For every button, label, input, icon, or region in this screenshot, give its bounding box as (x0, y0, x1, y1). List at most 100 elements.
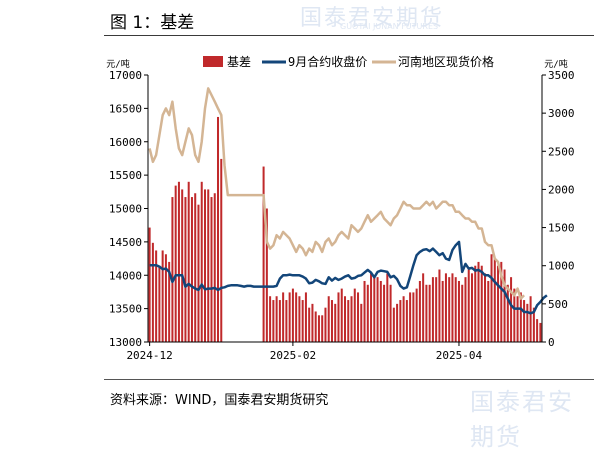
left-axis-tick-label: 13000 (109, 336, 142, 349)
basis-bar (275, 296, 278, 342)
basis-bar (500, 261, 503, 342)
basis-bar (470, 273, 474, 342)
basis-bar (490, 254, 493, 342)
basis-bar (396, 303, 399, 342)
basis-bar (431, 277, 434, 342)
basis-bar (412, 292, 415, 342)
basis-bar (181, 189, 184, 342)
legend-label-basis: 基差 (227, 55, 251, 69)
basis-bar (418, 280, 421, 342)
spot-price-line (148, 87, 525, 300)
right-axis-tick-label: 500 (548, 298, 568, 311)
basis-bar (386, 273, 389, 342)
x-axis-tick-label: 2025-02 (270, 349, 316, 362)
basis-bar (174, 185, 177, 342)
left-axis-tick-label: 17000 (109, 69, 142, 82)
basis-bar (324, 307, 327, 342)
basis-bar (376, 277, 379, 342)
basis-bar (171, 197, 174, 342)
basis-bar (467, 269, 470, 342)
basis-bar (207, 189, 210, 342)
basis-bar (158, 265, 161, 342)
basis-bar (340, 288, 343, 342)
basis-bar (288, 292, 291, 342)
basis-bar (532, 307, 535, 342)
basis-bar (317, 315, 320, 342)
futures-price-line (149, 240, 548, 315)
basis-bar (330, 300, 333, 342)
basis-bar (366, 284, 369, 342)
basis-bar (389, 284, 392, 342)
basis-bar (360, 303, 363, 342)
basis-bar (497, 265, 500, 342)
basis-bar (425, 284, 428, 342)
basis-bar (506, 284, 509, 342)
basis-bar (438, 269, 441, 342)
basis-bar (282, 292, 285, 342)
basis-bar (272, 300, 275, 342)
basis-bar (337, 292, 340, 342)
basis-bar (327, 296, 330, 342)
basis-bar (357, 292, 360, 342)
left-axis-tick-label: 16000 (109, 136, 142, 149)
chart-axes: 1300013500140001450015000155001600016500… (106, 58, 574, 362)
basis-bar (370, 273, 373, 342)
basis-bar (220, 158, 223, 342)
basis-bar (513, 288, 516, 342)
basis-bar (516, 296, 519, 342)
basis-bar (164, 254, 167, 342)
basis-bar (350, 296, 353, 342)
basis-bar (197, 204, 200, 342)
basis-bar (278, 300, 281, 342)
basis-bar (301, 300, 304, 342)
basis-bar (487, 280, 490, 342)
basis-bar (200, 181, 203, 342)
basis-bar (190, 197, 193, 342)
source-rule (104, 379, 594, 380)
x-axis-tick-label: 2024-12 (126, 349, 172, 362)
basis-bar (523, 300, 526, 342)
chart-legend: 基差 9月合约收盘价 河南地区现货价格 (203, 54, 494, 69)
basis-bar (464, 277, 467, 342)
basis-bar (308, 307, 311, 342)
right-axis-tick-label: 2000 (548, 183, 575, 196)
right-axis-tick-label: 3500 (548, 69, 575, 82)
basis-bar (363, 280, 366, 342)
basis-bar (311, 303, 314, 342)
basis-bar (493, 258, 496, 342)
basis-bar (519, 292, 522, 342)
basis-bar (441, 280, 444, 342)
basis-bar (409, 292, 412, 342)
basis-bar (539, 322, 542, 342)
basis-bar (203, 189, 206, 342)
title-rule (104, 35, 594, 36)
basis-bar (526, 303, 529, 342)
basis-bar (184, 197, 187, 342)
basis-bar (334, 303, 337, 342)
basis-bar (503, 269, 506, 342)
basis-bar (510, 277, 513, 342)
basis-bar (353, 288, 356, 342)
right-axis-tick-label: 3000 (548, 107, 575, 120)
basis-bar (155, 250, 158, 342)
basis-bar (383, 284, 386, 342)
left-axis-tick-label: 16500 (109, 102, 142, 115)
left-axis-tick-label: 15500 (109, 169, 142, 182)
right-axis-tick-label: 1500 (548, 222, 575, 235)
basis-bar (210, 197, 213, 342)
basis-bar (148, 227, 151, 342)
basis-bar (177, 181, 180, 342)
left-axis-tick-label: 14500 (109, 236, 142, 249)
basis-bar (448, 277, 451, 342)
right-axis-unit: 元/吨 (544, 58, 567, 70)
basis-bar (347, 300, 350, 342)
basis-bar (484, 273, 487, 342)
left-axis-unit: 元/吨 (106, 58, 129, 70)
basis-bar (480, 265, 483, 342)
left-axis-tick-label: 15000 (109, 203, 142, 216)
basis-bar (536, 319, 539, 342)
price-lines (148, 87, 548, 315)
basis-bar (379, 280, 382, 342)
right-axis-tick-label: 2500 (548, 145, 575, 158)
basis-bar (187, 181, 190, 342)
